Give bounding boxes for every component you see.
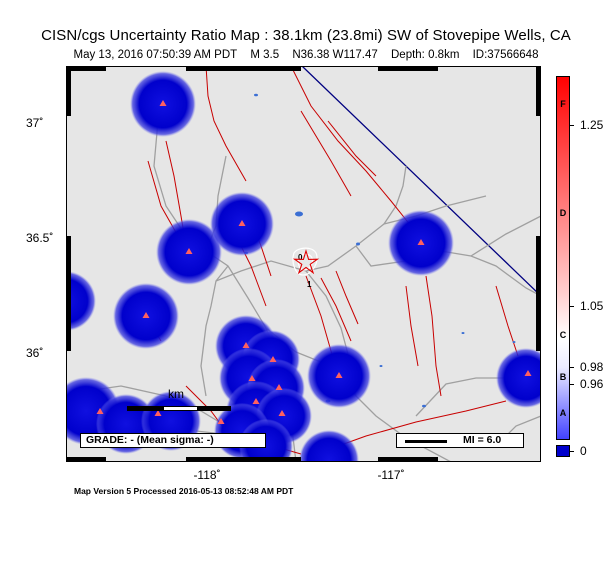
map-version-footer: Map Version 5 Processed 2016-05-13 08:52… <box>74 486 294 496</box>
colorbar-value-0: 0 <box>580 444 587 458</box>
colorbar-letter-d: D <box>559 208 567 218</box>
colorbar-tick <box>570 125 574 126</box>
colorbar-tick <box>570 306 574 307</box>
colorbar-tick <box>570 384 574 385</box>
state-boundary <box>301 66 541 297</box>
mi-line-sample <box>405 440 447 443</box>
colorbar-letter-a: A <box>559 408 567 418</box>
colorbar <box>556 76 570 440</box>
mi-legend: MI = 6.0 <box>396 433 524 448</box>
colorbar-min-swatch <box>556 445 570 457</box>
event-magnitude: M 3.5 <box>250 49 280 61</box>
lon-label-117: -117˚ <box>377 468 405 482</box>
event-location: N36.38 W117.47 <box>292 49 378 61</box>
colorbar-letter-b: B <box>559 372 567 382</box>
grade-box: GRADE: - (Mean sigma: -) <box>80 433 266 448</box>
mi-label: MI = 6.0 <box>463 434 502 446</box>
colorbar-tick <box>570 367 574 368</box>
colorbar-letter-f: F <box>560 99 566 109</box>
contour-label-0: 0 <box>298 253 303 262</box>
stations <box>96 100 532 424</box>
colorbar-tick <box>570 451 574 452</box>
lat-label-36-5: 36.5˚ <box>26 231 54 245</box>
event-info: May 13, 2016 07:50:39 AM PDT M 3.5 N36.3… <box>0 49 612 61</box>
event-datetime: May 13, 2016 07:50:39 AM PDT <box>73 49 238 61</box>
colorbar-value-1-05: 1.05 <box>580 299 604 313</box>
lon-label-118: -118˚ <box>193 468 221 482</box>
contour-label-1: 1 <box>307 280 312 289</box>
colorbar-value-0-96: 0.96 <box>580 377 604 391</box>
epicenter-star-icon <box>292 249 320 275</box>
lat-label-36: 36˚ <box>26 346 44 360</box>
colorbar-letter-c: C <box>559 330 567 340</box>
map-title: CISN/cgs Uncertainty Ratio Map : 38.1km … <box>41 27 571 44</box>
event-id: ID:37566648 <box>472 49 539 61</box>
scale-bar <box>127 406 231 411</box>
scale-label: km <box>168 387 184 401</box>
colorbar-value-1-25: 1.25 <box>580 118 604 132</box>
lat-label-37: 37˚ <box>26 116 44 130</box>
event-depth: Depth: 0.8km <box>391 49 460 61</box>
colorbar-value-0-98: 0.98 <box>580 360 604 374</box>
map-border-ticks <box>66 66 541 462</box>
